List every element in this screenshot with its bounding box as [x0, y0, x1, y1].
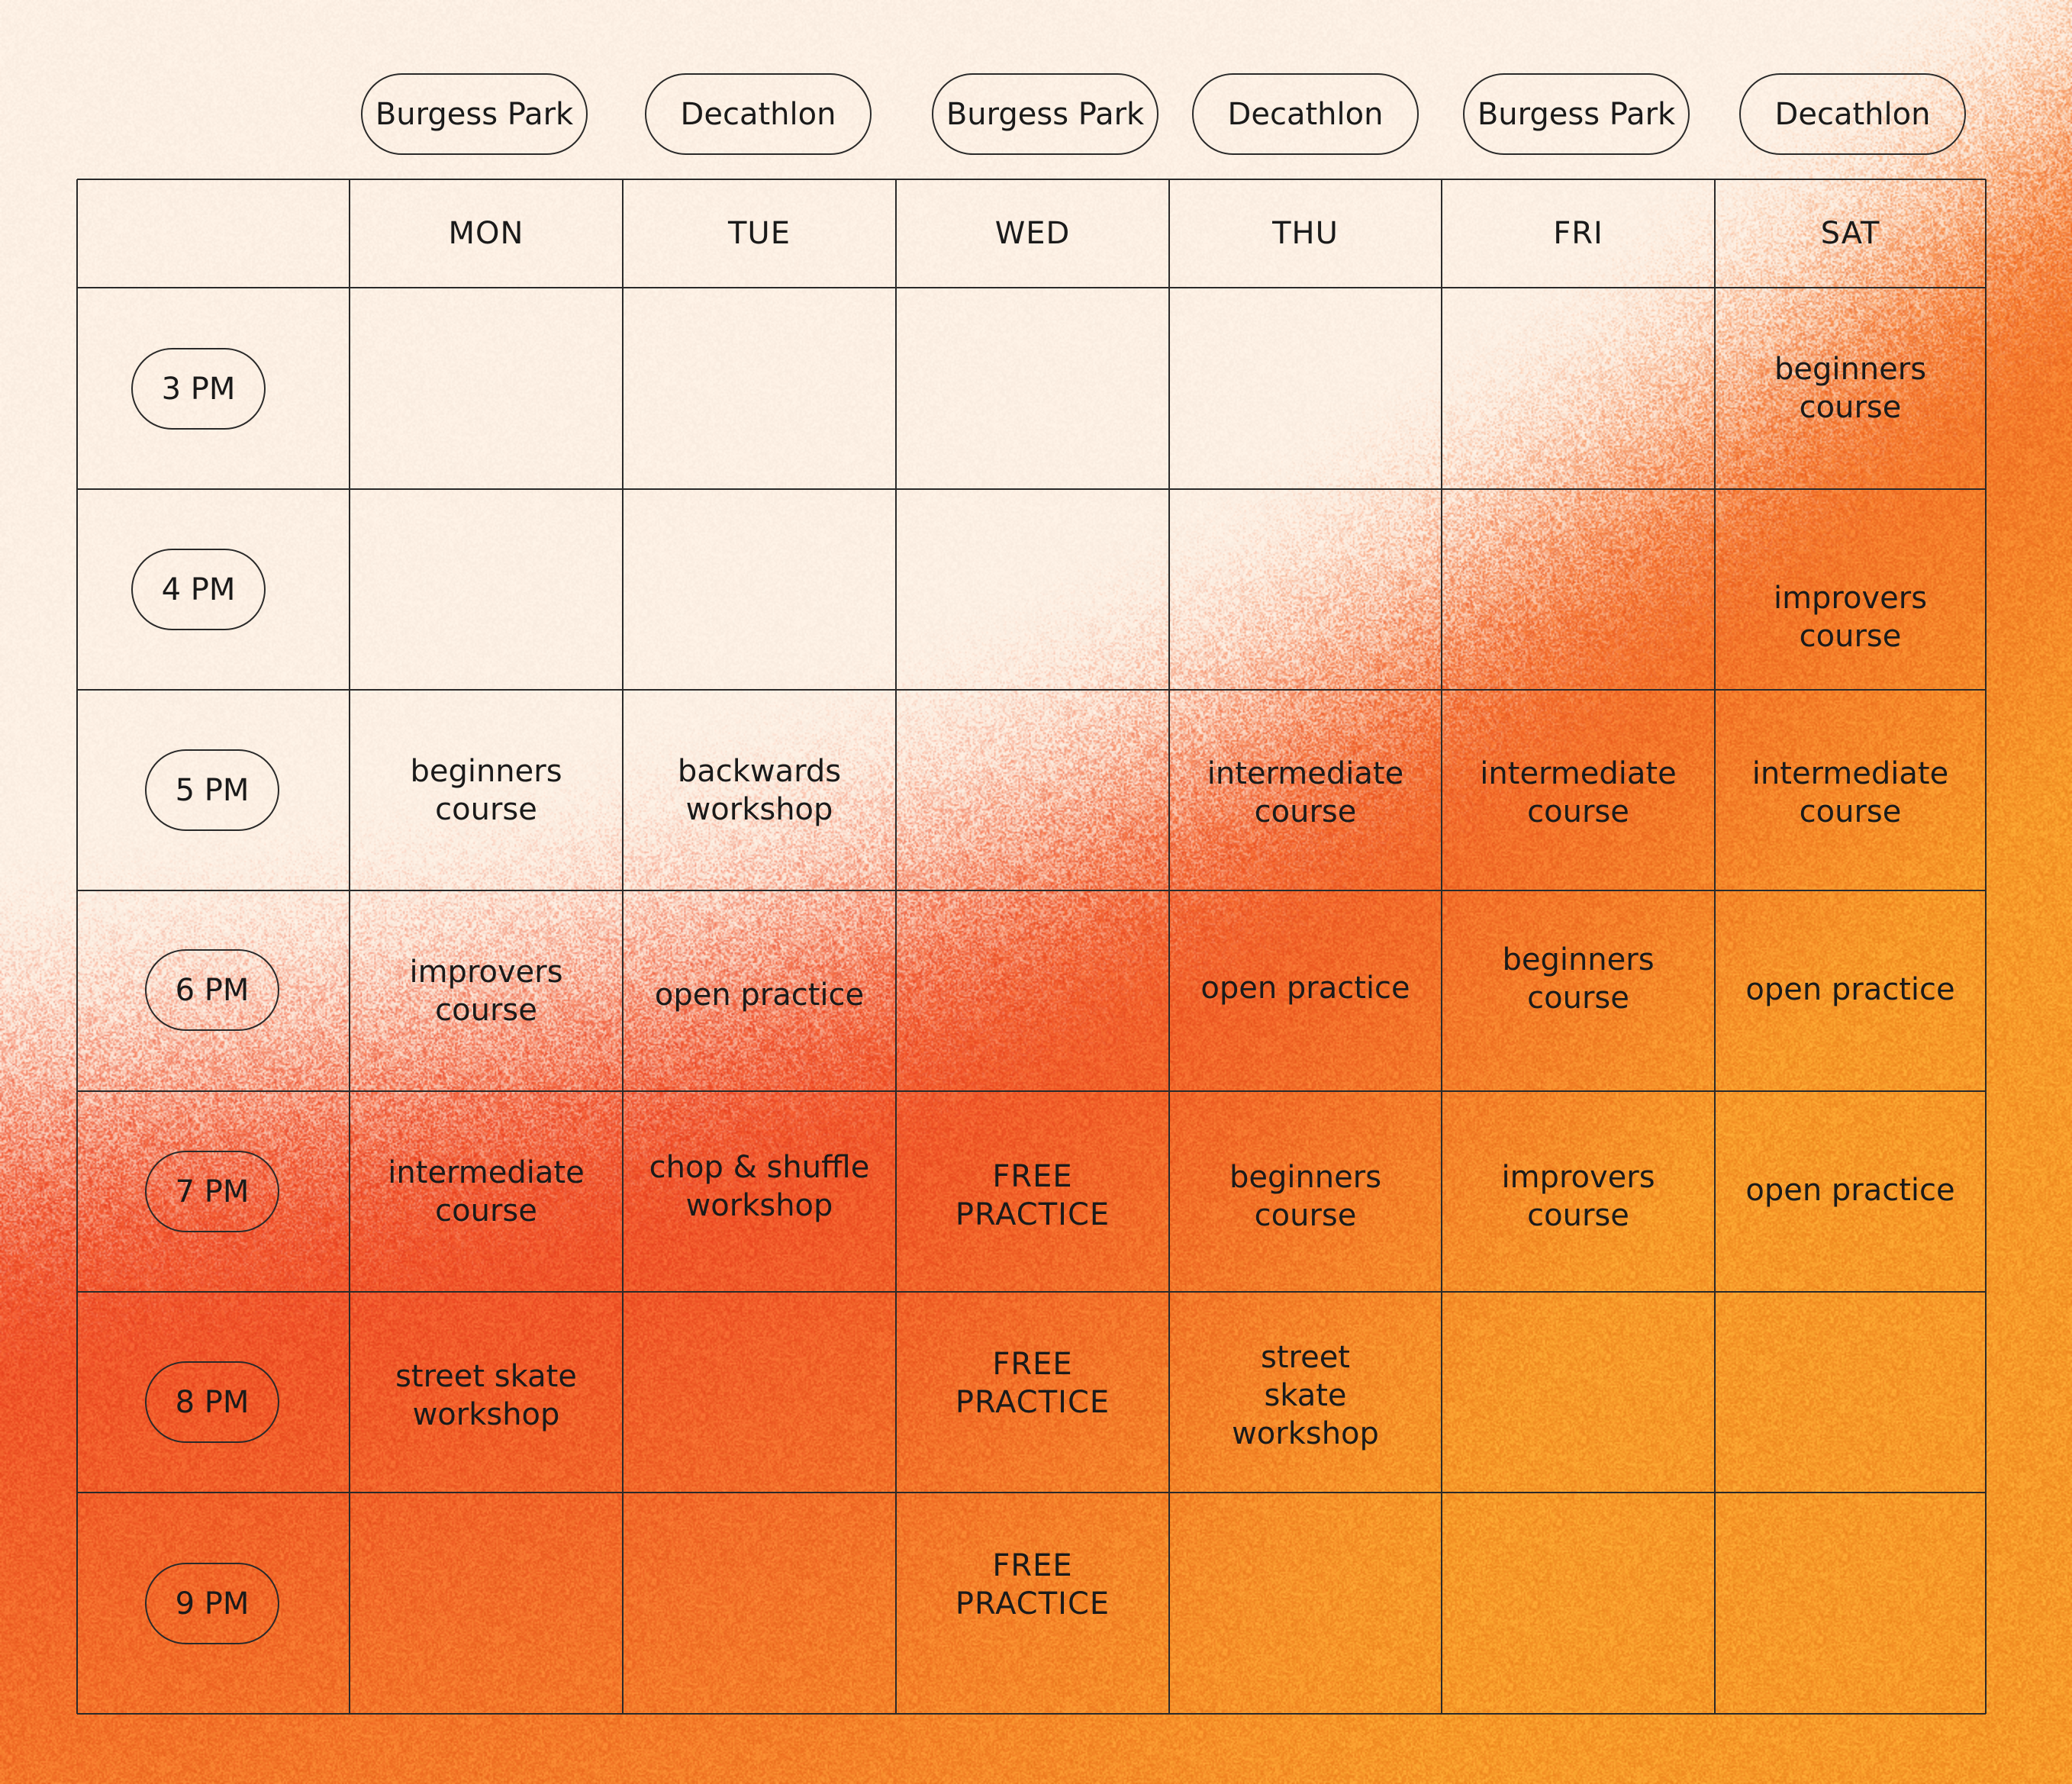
session-cell[interactable]: intermediate course [1207, 755, 1404, 829]
session-cell[interactable]: improvers course [1501, 1159, 1655, 1233]
time-pill-5pm: 5 PM [145, 749, 279, 831]
session-cell[interactable] [896, 690, 1169, 890]
venue-pill-thu[interactable]: Decathlon [1192, 73, 1419, 155]
session-cell[interactable]: improvers course [409, 954, 563, 1028]
venue-pill-fri[interactable]: Burgess Park [1463, 73, 1690, 155]
venue-pill-mon[interactable]: Burgess Park [361, 73, 588, 155]
day-header-mon: MON [448, 216, 524, 251]
time-pill-9pm: 9 PM [145, 1563, 279, 1644]
session-cell[interactable] [623, 1493, 896, 1714]
session-cell[interactable] [1442, 489, 1715, 690]
session-cell[interactable]: open practice [654, 977, 865, 1013]
session-cell[interactable] [623, 1292, 896, 1493]
session-cell[interactable] [350, 1493, 623, 1714]
session-cell[interactable]: chop & shuffle workshop [649, 1149, 870, 1223]
session-cell[interactable] [896, 489, 1169, 690]
session-cell[interactable]: beginners course [410, 753, 562, 827]
session-cell[interactable]: beginners course [1774, 352, 1927, 425]
session-cell[interactable] [1715, 1493, 1986, 1714]
session-cell[interactable]: street skate workshop [1232, 1339, 1379, 1451]
session-cell[interactable]: open practice [1200, 970, 1410, 1006]
session-cell[interactable]: backwards workshop [677, 753, 842, 827]
session-cell[interactable] [623, 489, 896, 690]
session-cell[interactable] [1169, 288, 1442, 489]
session-cell[interactable] [1169, 1493, 1442, 1714]
session-cell[interactable]: intermediate course [1751, 755, 1949, 829]
session-cell[interactable]: beginners course [1229, 1159, 1382, 1233]
time-pill-8pm: 8 PM [145, 1361, 279, 1443]
session-cell[interactable] [1442, 1493, 1715, 1714]
day-header-thu: THU [1272, 216, 1339, 251]
time-pill-6pm: 6 PM [145, 949, 279, 1031]
day-header-fri: FRI [1553, 216, 1603, 251]
free-practice-cell[interactable]: FREE PRACTICE [955, 1346, 1110, 1420]
venue-pill-sat[interactable]: Decathlon [1739, 73, 1966, 155]
session-cell[interactable] [623, 288, 896, 489]
free-practice-cell[interactable]: FREE PRACTICE [955, 1158, 1110, 1232]
session-cell[interactable]: street skate workshop [395, 1358, 577, 1432]
session-cell[interactable]: open practice [1745, 1172, 1955, 1208]
day-header-sat: SAT [1820, 216, 1880, 251]
session-cell[interactable]: beginners course [1502, 942, 1655, 1016]
session-cell[interactable]: intermediate course [388, 1154, 585, 1229]
time-pill-4pm: 4 PM [131, 549, 266, 630]
session-cell[interactable] [1169, 489, 1442, 690]
free-practice-cell[interactable]: FREE PRACTICE [955, 1548, 1110, 1621]
session-cell[interactable] [896, 890, 1169, 1091]
session-cell[interactable] [1715, 1292, 1986, 1493]
day-header-tue: TUE [728, 216, 791, 251]
session-cell[interactable]: improvers course [1773, 580, 1928, 654]
session-cell[interactable] [896, 288, 1169, 489]
venue-pill-tue[interactable]: Decathlon [645, 73, 872, 155]
session-cell[interactable]: intermediate course [1480, 755, 1677, 829]
session-cell[interactable] [1442, 288, 1715, 489]
venue-pill-wed[interactable]: Burgess Park [932, 73, 1158, 155]
time-pill-3pm: 3 PM [131, 348, 266, 430]
session-cell[interactable] [350, 288, 623, 489]
time-pill-7pm: 7 PM [145, 1151, 279, 1232]
session-cell[interactable] [350, 489, 623, 690]
day-header-wed: WED [994, 216, 1071, 251]
session-cell[interactable] [1442, 1292, 1715, 1493]
session-cell[interactable]: open practice [1745, 971, 1955, 1007]
